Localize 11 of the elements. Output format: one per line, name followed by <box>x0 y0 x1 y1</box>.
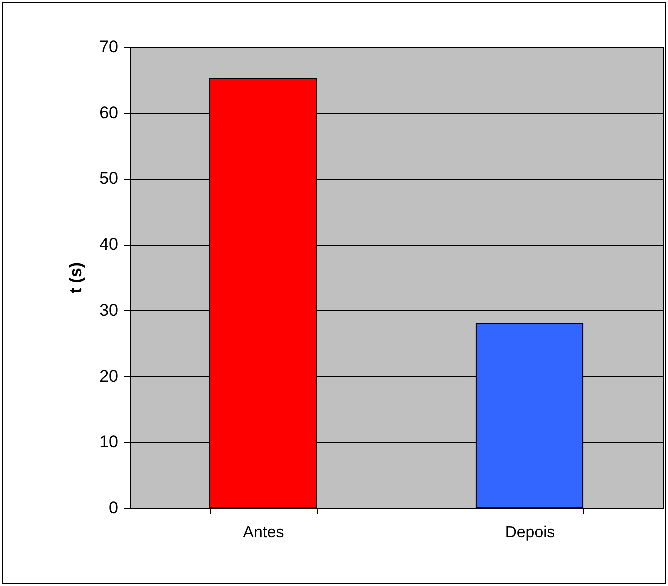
y-tick-label: 40 <box>100 235 118 254</box>
x-tick-label: Depois <box>505 524 556 542</box>
y-tick-label: 60 <box>100 103 118 122</box>
y-axis-title: t (s) <box>66 262 86 294</box>
y-tick-label: 20 <box>100 366 118 386</box>
y-tick-label: 0 <box>109 498 118 518</box>
x-tick-label: Antes <box>243 524 284 542</box>
y-tick-label: 30 <box>100 300 118 320</box>
y-tick-label: 10 <box>100 432 118 452</box>
y-tick-label: 70 <box>100 38 118 56</box>
y-tick-label: 50 <box>100 169 118 188</box>
